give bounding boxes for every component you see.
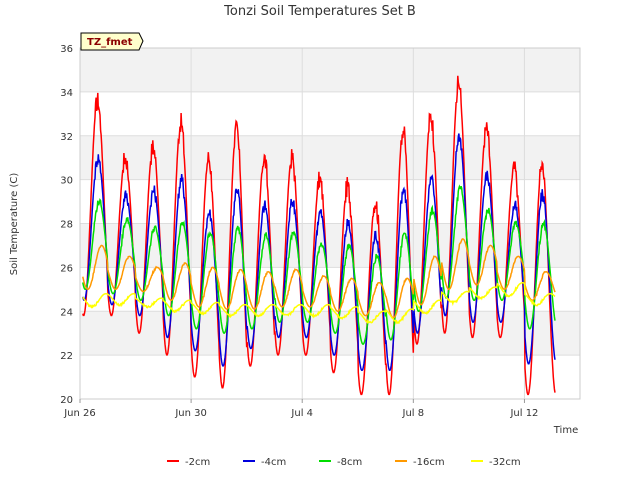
series-line--32cm — [82, 281, 556, 325]
x-tick-label: Jun 26 — [63, 408, 96, 419]
x-tick-label: Jul 12 — [509, 408, 538, 419]
y-tick-label: 22 — [60, 351, 73, 362]
x-tick-label: Jul 8 — [402, 408, 425, 419]
legend-label: -8cm — [337, 457, 362, 468]
plot-band — [80, 48, 580, 92]
series-line--16cm — [82, 238, 556, 319]
y-tick-label: 34 — [60, 88, 73, 99]
y-tick-label: 36 — [60, 44, 73, 55]
x-tick-label: Jul 4 — [290, 408, 313, 419]
legend: -2cm -4cm -8cm -16cm -32cm — [167, 457, 521, 468]
y-tick-label: 30 — [60, 176, 73, 187]
axes: 20 22 24 26 28 30 32 34 36 Jun 26 Jun 30 Jul 4 Jul 8… — [60, 44, 581, 419]
legend-label: -32cm — [489, 457, 521, 468]
y-tick-label: 28 — [60, 220, 73, 231]
x-axis-label: Time — [553, 425, 578, 436]
y-tick-label: 20 — [60, 395, 73, 406]
badge-text: TZ_fmet — [87, 37, 133, 48]
y-tick-label: 32 — [60, 132, 73, 143]
station-badge: TZ_fmet — [80, 32, 144, 51]
legend-label: -2cm — [185, 457, 210, 468]
chart-title: Tonzi Soil Temperatures Set B — [223, 4, 416, 19]
plot-band — [80, 223, 580, 268]
y-tick-label: 24 — [60, 307, 73, 318]
plot-border — [79, 47, 581, 400]
x-tick-label: Jun 30 — [174, 408, 207, 419]
series-lines — [82, 75, 556, 396]
legend-label: -16cm — [413, 457, 445, 468]
y-axis-label: Soil Temperature (C) — [9, 173, 20, 276]
y-tick-label: 26 — [60, 263, 73, 274]
plot-band — [80, 135, 580, 180]
legend-label: -4cm — [261, 457, 286, 468]
